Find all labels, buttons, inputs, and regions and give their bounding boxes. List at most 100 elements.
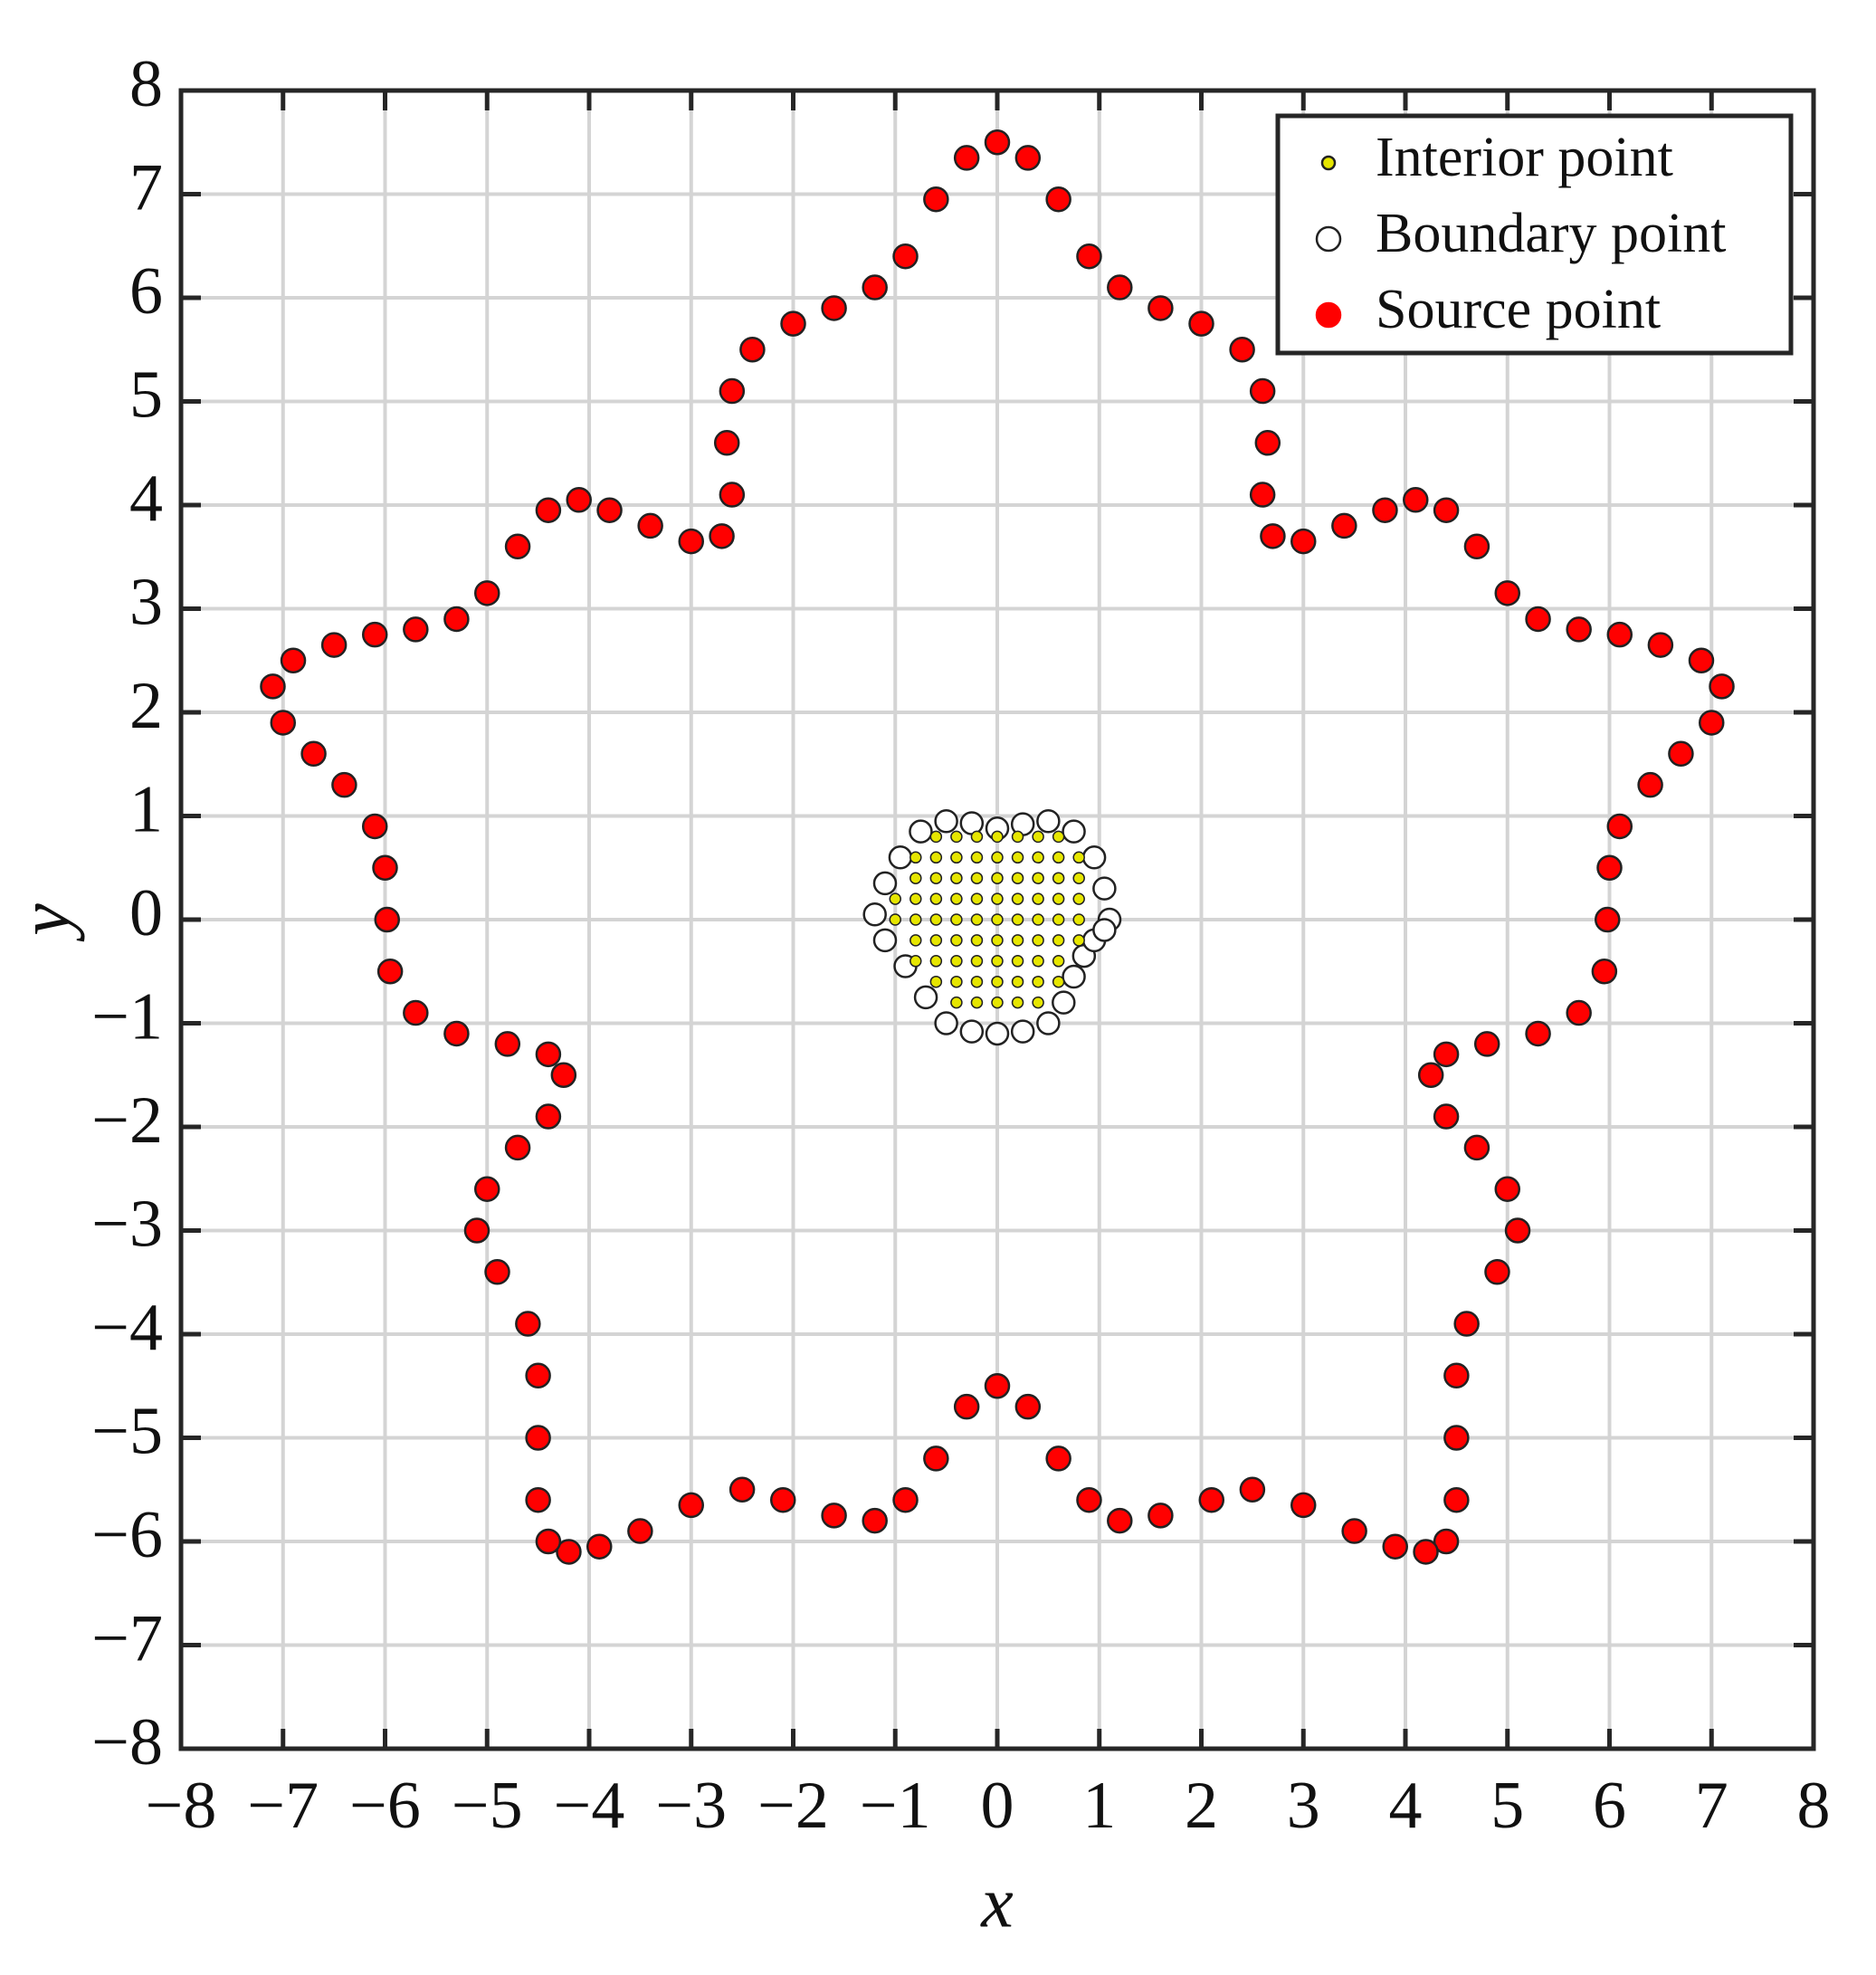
point xyxy=(1413,1539,1439,1565)
point xyxy=(991,955,1004,968)
point xyxy=(1036,1011,1061,1035)
x-tick-label: 1 xyxy=(1082,1769,1116,1843)
point xyxy=(909,955,922,968)
point xyxy=(678,528,704,555)
point xyxy=(888,845,913,870)
point xyxy=(1045,186,1071,213)
point xyxy=(566,487,592,513)
x-tick-label: 6 xyxy=(1593,1769,1626,1843)
point xyxy=(1198,1486,1225,1513)
legend-label: Source point xyxy=(1376,279,1661,340)
point xyxy=(1032,934,1044,947)
point xyxy=(504,1134,531,1161)
point xyxy=(1443,1362,1470,1389)
point xyxy=(1032,975,1044,988)
point xyxy=(1372,497,1398,523)
x-tick-label: −1 xyxy=(860,1769,931,1843)
point xyxy=(950,955,963,968)
legend-label: Boundary point xyxy=(1376,203,1726,264)
point xyxy=(270,710,296,736)
point xyxy=(1188,310,1214,337)
point xyxy=(909,892,922,905)
point xyxy=(1011,996,1024,1009)
point xyxy=(950,996,963,1009)
y-tick-label: 2 xyxy=(129,669,163,743)
point xyxy=(320,632,348,658)
point xyxy=(1052,830,1065,844)
point xyxy=(556,1539,582,1565)
x-axis-label: x xyxy=(980,1863,1014,1942)
point xyxy=(1052,913,1065,926)
x-tick-label: 8 xyxy=(1797,1769,1831,1843)
point xyxy=(889,892,901,905)
point xyxy=(929,975,943,988)
point xyxy=(1076,243,1102,270)
point xyxy=(821,295,847,321)
legend: Interior point Boundary point Source point xyxy=(1275,113,1794,356)
point xyxy=(1290,1492,1317,1519)
point xyxy=(709,523,735,549)
point xyxy=(361,621,388,648)
point xyxy=(1525,606,1551,633)
point xyxy=(1011,851,1024,864)
point xyxy=(1148,295,1174,321)
point xyxy=(1606,813,1633,840)
point xyxy=(929,872,943,884)
point xyxy=(1052,990,1076,1015)
point xyxy=(913,985,938,1010)
point xyxy=(1072,913,1085,926)
point xyxy=(1072,892,1085,905)
point xyxy=(1290,528,1317,555)
point xyxy=(1011,872,1024,884)
point xyxy=(991,830,1004,844)
point xyxy=(331,771,357,798)
point xyxy=(909,913,922,926)
y-tick-label: 6 xyxy=(129,254,163,329)
point xyxy=(596,497,623,523)
point xyxy=(1331,512,1357,539)
point xyxy=(950,872,963,884)
point xyxy=(1107,1507,1133,1534)
y-tick-label: 7 xyxy=(129,150,163,224)
point xyxy=(300,740,327,768)
point xyxy=(929,934,943,947)
point xyxy=(1032,851,1044,864)
point xyxy=(515,1311,541,1337)
point xyxy=(525,1425,551,1451)
point xyxy=(1260,523,1286,549)
point xyxy=(1473,1031,1500,1057)
point xyxy=(1591,959,1618,985)
point xyxy=(862,274,888,301)
point xyxy=(627,1518,653,1544)
point xyxy=(1032,996,1044,1009)
point xyxy=(984,129,1011,156)
point xyxy=(923,186,949,213)
point xyxy=(535,1103,562,1130)
point xyxy=(929,851,943,864)
x-tick-label: −8 xyxy=(146,1769,217,1843)
point xyxy=(1052,892,1065,905)
point xyxy=(1032,872,1044,884)
ticks: −8 −7 −6 −5 −4 −3 −2 −1 0 1 2 3 4 5 6 7 8−8−7−6−5−4−3−2−… xyxy=(91,47,1830,1843)
y-tick-label: −2 xyxy=(91,1083,163,1158)
point xyxy=(1525,1020,1551,1047)
point xyxy=(1032,913,1044,926)
point xyxy=(525,1362,551,1389)
point xyxy=(950,830,963,844)
point xyxy=(1011,892,1024,905)
point xyxy=(550,1062,577,1088)
point xyxy=(1647,632,1674,658)
point xyxy=(1606,621,1633,648)
point xyxy=(1011,975,1024,988)
point xyxy=(934,808,958,834)
y-tick-label: −8 xyxy=(91,1705,163,1779)
point xyxy=(934,1011,958,1035)
point xyxy=(739,337,766,363)
legend-box xyxy=(1275,113,1794,356)
point xyxy=(1709,673,1735,700)
point xyxy=(970,872,984,884)
point xyxy=(1463,533,1490,560)
point xyxy=(1052,975,1065,988)
